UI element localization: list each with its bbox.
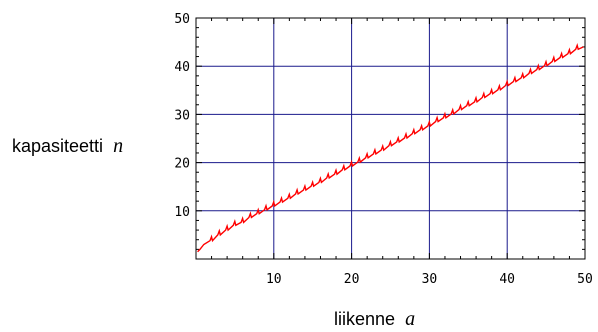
- y-tick-label: 20: [174, 157, 190, 172]
- minor-ticks: [195, 17, 586, 260]
- y-tick-label: 10: [174, 205, 190, 220]
- x-axis-label-var: a: [405, 308, 415, 330]
- y-tick-labels: 10 20 30 40 50: [174, 12, 190, 220]
- y-tick-label: 30: [174, 108, 190, 123]
- plot-frame: [195, 17, 586, 260]
- y-tick-label: 40: [174, 60, 190, 75]
- y-axis-label-text: kapasiteetti: [12, 136, 103, 156]
- x-tick-label: 20: [344, 272, 360, 287]
- x-axis-label-text: liikenne: [334, 309, 395, 329]
- series-line: [197, 42, 584, 253]
- y-tick-label: 50: [174, 12, 190, 27]
- x-tick-label: 10: [266, 272, 282, 287]
- grid-lines: [196, 18, 585, 259]
- x-tick-label: 30: [422, 272, 438, 287]
- y-axis-label: kapasiteetti n: [12, 135, 123, 157]
- x-tick-label: 40: [499, 272, 515, 287]
- y-axis-label-var: n: [113, 135, 123, 157]
- x-axis-label: liikenne a: [334, 308, 415, 330]
- x-tick-labels: 10 20 30 40 50: [266, 272, 593, 287]
- x-tick-label: 50: [577, 272, 593, 287]
